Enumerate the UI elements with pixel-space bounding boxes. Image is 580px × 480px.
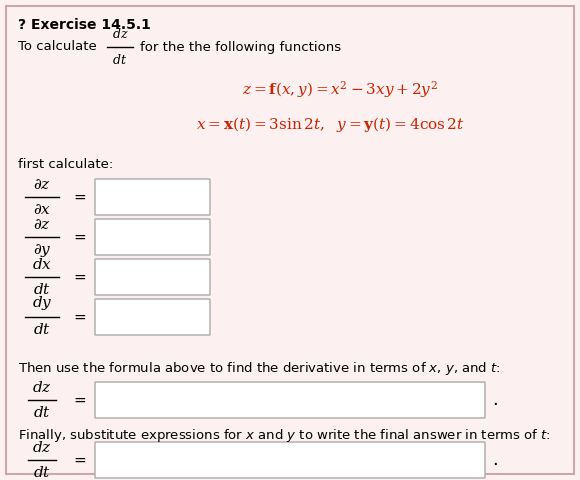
Text: $dx$: $dx$ <box>32 257 52 272</box>
Text: $\partial z$: $\partial z$ <box>33 217 51 232</box>
Text: $x = \mathbf{x}(t) = 3\sin 2t,\ \ y = \mathbf{y}(t) = 4\cos 2t$: $x = \mathbf{x}(t) = 3\sin 2t,\ \ y = \m… <box>195 116 465 134</box>
Text: =: = <box>74 393 86 408</box>
Text: .: . <box>492 391 498 409</box>
Text: $\partial y$: $\partial y$ <box>32 242 51 259</box>
Text: first calculate:: first calculate: <box>18 158 113 171</box>
Text: To calculate: To calculate <box>18 40 97 53</box>
Text: =: = <box>74 453 86 468</box>
Text: =: = <box>74 229 86 244</box>
Text: $dt$: $dt$ <box>33 282 51 297</box>
Text: Then use the formula above to find the derivative in terms of $x$, $y$, and $t$:: Then use the formula above to find the d… <box>18 360 501 377</box>
Text: for the the following functions: for the the following functions <box>140 40 341 53</box>
Text: $dz$: $dz$ <box>32 380 52 395</box>
FancyBboxPatch shape <box>95 219 210 255</box>
Text: $\partial z$: $\partial z$ <box>33 177 51 192</box>
Text: =: = <box>74 310 86 324</box>
FancyBboxPatch shape <box>95 382 485 418</box>
Text: Finally, substitute expressions for $x$ and $y$ to write the final answer in ter: Finally, substitute expressions for $x$ … <box>18 427 551 444</box>
Text: $dz$: $dz$ <box>32 440 52 455</box>
Text: $\partial x$: $\partial x$ <box>33 202 51 217</box>
Text: $z = \mathbf{f}(x, y) = x^2 - 3xy + 2y^2$: $z = \mathbf{f}(x, y) = x^2 - 3xy + 2y^2… <box>242 80 438 100</box>
FancyBboxPatch shape <box>95 179 210 215</box>
FancyBboxPatch shape <box>95 259 210 295</box>
Text: $dz$: $dz$ <box>112 27 128 41</box>
Text: .: . <box>492 451 498 469</box>
Text: $dt$: $dt$ <box>33 322 51 337</box>
Text: =: = <box>74 269 86 285</box>
Text: $dt$: $dt$ <box>33 405 51 420</box>
Text: ? Exercise 14.5.1: ? Exercise 14.5.1 <box>18 18 151 32</box>
FancyBboxPatch shape <box>6 6 574 474</box>
FancyBboxPatch shape <box>95 299 210 335</box>
Text: $dt$: $dt$ <box>33 465 51 480</box>
FancyBboxPatch shape <box>95 442 485 478</box>
Text: =: = <box>74 190 86 204</box>
Text: $dy$: $dy$ <box>32 294 52 312</box>
Text: $dt$: $dt$ <box>113 53 128 67</box>
